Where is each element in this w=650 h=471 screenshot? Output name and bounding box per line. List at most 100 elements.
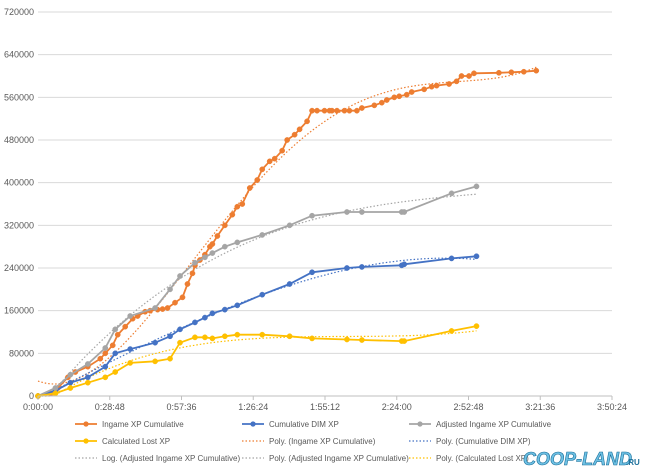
- x-tick-label: 1:55:12: [310, 402, 340, 412]
- legend-entry-calculated-lost-xp: Calculated Lost XP: [75, 437, 170, 446]
- data-point-calculated-lost-xp: [234, 331, 241, 338]
- data-point-ingame-xp-cumulative: [254, 177, 261, 183]
- legend-swatch-marker: [83, 421, 89, 427]
- data-point-adjusted-ingame-xp-cumulative: [127, 313, 134, 319]
- data-point-calculated-lost-xp: [473, 323, 480, 329]
- data-point-calculated-lost-xp: [344, 336, 350, 343]
- data-point-cumulative-dim-xp: [177, 326, 183, 333]
- data-point-adjusted-ingame-xp-cumulative: [112, 326, 119, 333]
- legend-label: Poly. (Adjusted Ingame XP Cumulative): [269, 454, 409, 463]
- x-tick-label: 3:21:36: [525, 402, 555, 412]
- legend-entry-poly-ingame-xp-cumulative-: Poly. (Ingame XP Cumulative): [242, 437, 376, 446]
- data-point-adjusted-ingame-xp-cumulative: [401, 209, 408, 215]
- data-point-cumulative-dim-xp: [127, 346, 134, 352]
- x-tick-label: 0:28:48: [95, 402, 125, 412]
- data-point-calculated-lost-xp: [286, 333, 293, 340]
- legend-label: Poly. (Cumulative DIM XP): [436, 437, 531, 446]
- legend-label: Poly. (Ingame XP Cumulative): [269, 437, 376, 446]
- data-point-calculated-lost-xp: [448, 328, 455, 334]
- data-point-ingame-xp-cumulative: [304, 118, 310, 125]
- legend-swatch-marker: [250, 421, 256, 427]
- data-point-cumulative-dim-xp: [401, 261, 408, 268]
- data-point-calculated-lost-xp: [167, 355, 173, 362]
- data-point-ingame-xp-cumulative: [214, 233, 221, 239]
- data-point-calculated-lost-xp: [192, 334, 198, 341]
- data-point-ingame-xp-cumulative: [533, 67, 540, 74]
- data-point-ingame-xp-cumulative: [159, 306, 166, 312]
- data-point-ingame-xp-cumulative: [279, 147, 285, 154]
- data-point-cumulative-dim-xp: [448, 255, 455, 262]
- y-tick-label: 160000: [4, 306, 34, 316]
- data-point-calculated-lost-xp: [84, 379, 91, 386]
- data-point-calculated-lost-xp: [309, 335, 315, 342]
- data-point-calculated-lost-xp: [202, 334, 208, 341]
- data-point-calculated-lost-xp: [102, 374, 109, 381]
- data-point-ingame-xp-cumulative: [396, 93, 403, 100]
- data-point-adjusted-ingame-xp-cumulative: [84, 361, 91, 367]
- data-point-ingame-xp-cumulative: [458, 73, 465, 79]
- data-point-adjusted-ingame-xp-cumulative: [221, 243, 228, 250]
- data-point-adjusted-ingame-xp-cumulative: [177, 273, 183, 279]
- data-point-adjusted-ingame-xp-cumulative: [192, 259, 198, 266]
- data-point-cumulative-dim-xp: [209, 310, 216, 317]
- data-point-ingame-xp-cumulative: [266, 158, 273, 165]
- data-point-adjusted-ingame-xp-cumulative: [209, 250, 216, 256]
- data-point-ingame-xp-cumulative: [259, 166, 266, 173]
- data-point-calculated-lost-xp: [177, 339, 183, 346]
- data-point-ingame-xp-cumulative: [359, 105, 365, 111]
- data-point-cumulative-dim-xp: [84, 374, 91, 381]
- data-point-ingame-xp-cumulative: [496, 69, 502, 76]
- data-point-cumulative-dim-xp: [202, 314, 208, 321]
- data-point-calculated-lost-xp: [401, 338, 408, 344]
- y-tick-label: 560000: [4, 92, 34, 102]
- legend-label: Ingame XP Cumulative: [102, 420, 184, 429]
- data-point-ingame-xp-cumulative: [341, 107, 348, 114]
- y-tick-label: 320000: [4, 220, 34, 230]
- data-point-adjusted-ingame-xp-cumulative: [152, 305, 158, 311]
- data-point-calculated-lost-xp: [259, 331, 266, 338]
- legend-entry-poly-calculated-lost-xp-: Poly. (Calculated Lost XP): [409, 454, 529, 463]
- data-point-cumulative-dim-xp: [259, 291, 266, 298]
- data-point-ingame-xp-cumulative: [321, 107, 328, 114]
- data-point-ingame-xp-cumulative: [466, 73, 472, 79]
- legend-label: Log. (Adjusted Ingame XP Cumulative): [102, 454, 240, 463]
- data-point-ingame-xp-cumulative: [209, 241, 216, 247]
- data-point-cumulative-dim-xp: [234, 302, 241, 309]
- x-tick-label: 2:24:00: [382, 402, 412, 412]
- data-point-calculated-lost-xp: [221, 333, 228, 340]
- data-point-ingame-xp-cumulative: [453, 78, 460, 85]
- data-point-ingame-xp-cumulative: [229, 211, 236, 218]
- data-point-ingame-xp-cumulative: [296, 126, 303, 133]
- legend-swatch-marker: [417, 421, 423, 427]
- legend-entry-adjusted-ingame-xp-cumulative: Adjusted Ingame XP Cumulative: [409, 420, 552, 429]
- series-line-cumulative-dim-xp: [37, 255, 477, 397]
- y-tick-label: 640000: [4, 50, 34, 60]
- data-point-adjusted-ingame-xp-cumulative: [102, 345, 109, 351]
- data-point-ingame-xp-cumulative: [391, 94, 398, 101]
- data-point-cumulative-dim-xp: [359, 264, 365, 270]
- data-point-ingame-xp-cumulative: [334, 107, 340, 114]
- data-point-cumulative-dim-xp: [167, 333, 173, 340]
- data-point-ingame-xp-cumulative: [471, 70, 477, 77]
- data-point-adjusted-ingame-xp-cumulative: [309, 212, 315, 219]
- x-tick-label: 0:00:00: [23, 402, 53, 412]
- data-point-calculated-lost-xp: [52, 390, 59, 397]
- data-point-ingame-xp-cumulative: [246, 185, 253, 191]
- x-tick-label: 1:26:24: [238, 402, 268, 412]
- legend-swatch-marker: [83, 438, 89, 444]
- data-point-ingame-xp-cumulative: [234, 203, 241, 210]
- data-point-ingame-xp-cumulative: [508, 69, 515, 76]
- data-point-cumulative-dim-xp: [112, 350, 119, 357]
- data-point-ingame-xp-cumulative: [122, 323, 129, 330]
- data-point-ingame-xp-cumulative: [371, 102, 378, 109]
- data-point-cumulative-dim-xp: [344, 265, 350, 271]
- data-point-ingame-xp-cumulative: [221, 222, 228, 229]
- data-point-cumulative-dim-xp: [286, 281, 293, 287]
- data-point-ingame-xp-cumulative: [520, 68, 527, 75]
- logo-suffix: .RU: [626, 458, 640, 467]
- data-point-ingame-xp-cumulative: [378, 99, 385, 106]
- data-point-ingame-xp-cumulative: [346, 107, 353, 114]
- data-point-ingame-xp-cumulative: [309, 107, 315, 114]
- data-point-cumulative-dim-xp: [473, 253, 480, 260]
